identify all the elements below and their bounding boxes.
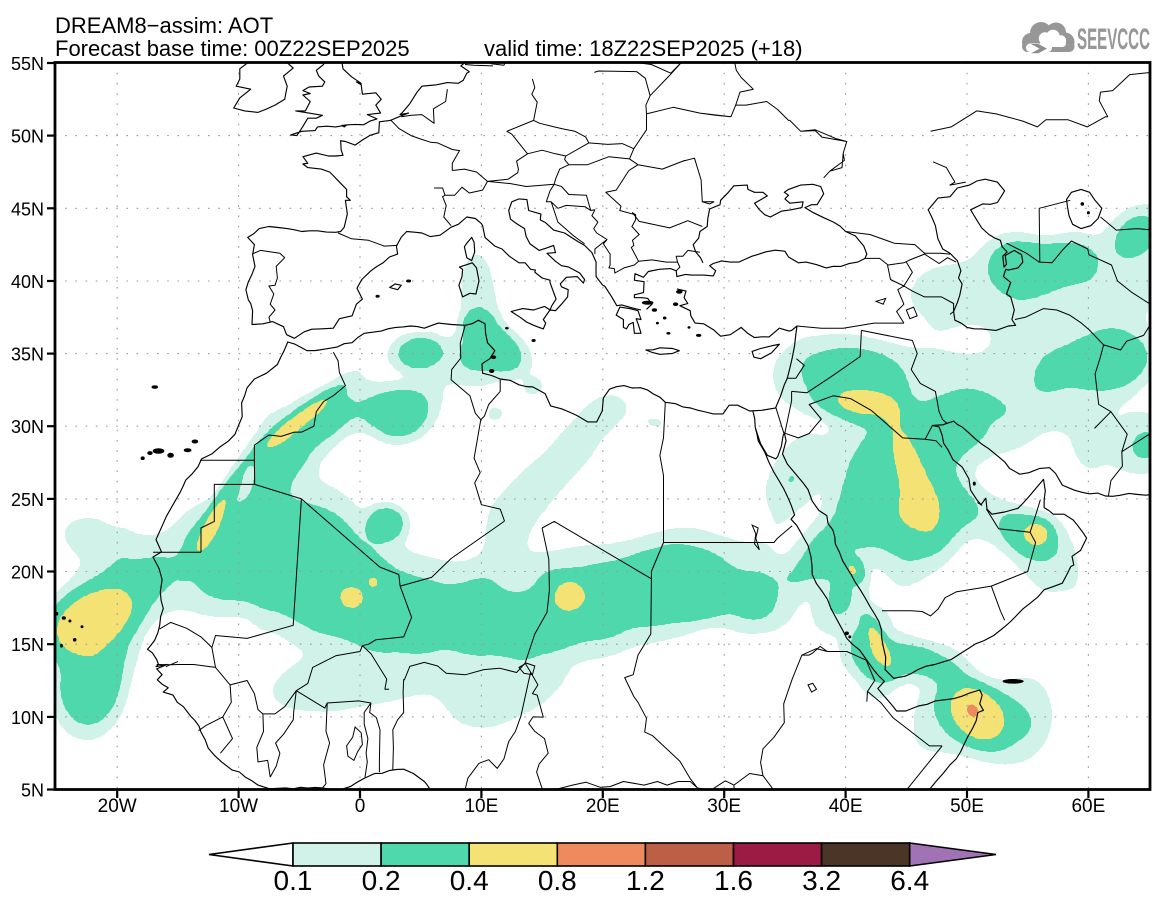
svg-text:20N: 20N bbox=[11, 563, 44, 583]
svg-text:0.4: 0.4 bbox=[450, 865, 489, 896]
svg-text:0: 0 bbox=[355, 796, 366, 817]
svg-text:10W: 10W bbox=[219, 796, 258, 817]
svg-text:50E: 50E bbox=[950, 796, 984, 817]
svg-text:0.8: 0.8 bbox=[538, 865, 577, 896]
svg-text:6.4: 6.4 bbox=[890, 865, 929, 896]
svg-text:0.2: 0.2 bbox=[362, 865, 401, 896]
svg-text:SEEVCCC: SEEVCCC bbox=[1077, 23, 1150, 56]
svg-text:20E: 20E bbox=[586, 796, 620, 817]
svg-text:valid time: 18Z22SEP2025 (+18): valid time: 18Z22SEP2025 (+18) bbox=[484, 36, 803, 61]
svg-text:10N: 10N bbox=[11, 708, 44, 728]
svg-text:1.6: 1.6 bbox=[714, 865, 753, 896]
svg-text:15N: 15N bbox=[11, 635, 44, 655]
svg-text:25N: 25N bbox=[11, 490, 44, 510]
svg-text:40E: 40E bbox=[829, 796, 863, 817]
svg-text:Forecast base time: 00Z22SEP20: Forecast base time: 00Z22SEP2025 bbox=[55, 36, 410, 61]
svg-text:5N: 5N bbox=[21, 781, 44, 801]
svg-text:45N: 45N bbox=[11, 199, 44, 219]
svg-text:35N: 35N bbox=[11, 345, 44, 365]
svg-text:1.2: 1.2 bbox=[626, 865, 665, 896]
svg-text:40N: 40N bbox=[11, 272, 44, 292]
svg-text:3.2: 3.2 bbox=[802, 865, 841, 896]
svg-text:10E: 10E bbox=[464, 796, 498, 817]
svg-text:DREAM8−assim: AOT: DREAM8−assim: AOT bbox=[55, 13, 273, 38]
svg-text:0.1: 0.1 bbox=[274, 865, 313, 896]
svg-text:30N: 30N bbox=[11, 417, 44, 437]
svg-text:20W: 20W bbox=[98, 796, 137, 817]
svg-text:50N: 50N bbox=[11, 127, 44, 147]
svg-text:30E: 30E bbox=[707, 796, 741, 817]
svg-text:60E: 60E bbox=[1071, 796, 1105, 817]
svg-text:55N: 55N bbox=[11, 54, 44, 74]
